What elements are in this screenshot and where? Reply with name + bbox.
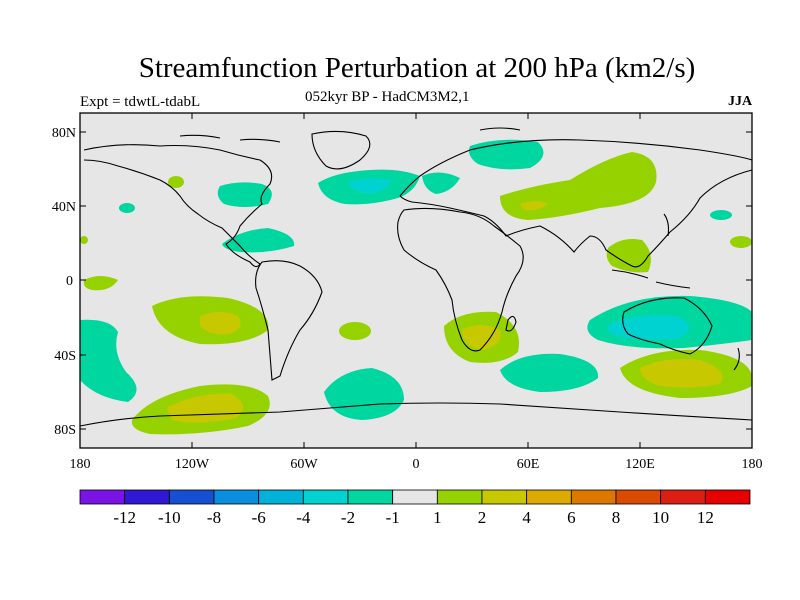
contour-region [469, 139, 544, 170]
lon-label: 120E [625, 457, 655, 472]
colorbar-label: -12 [113, 508, 136, 527]
colorbar-swatch [258, 489, 304, 505]
lon-label: 120W [175, 457, 210, 472]
contour-region [339, 322, 371, 340]
colorbar-swatch [436, 489, 483, 505]
contour-region [200, 312, 241, 335]
contour-region [348, 178, 392, 194]
colorbar-swatch [526, 489, 572, 505]
contour-region [710, 210, 732, 220]
colorbar-label: -8 [207, 508, 221, 527]
lon-ticks [191, 113, 641, 448]
colorbar-label: 4 [522, 508, 531, 527]
contour-region [168, 176, 184, 188]
lon-label: 0 [413, 457, 420, 472]
coastline [611, 269, 691, 289]
colorbar-label: -1 [386, 508, 400, 527]
colorbar-label: 10 [652, 508, 669, 527]
contour-region [422, 172, 460, 194]
colorbar-swatch [704, 489, 751, 505]
coastline [79, 402, 753, 427]
coastline [733, 347, 740, 371]
contour-region [119, 203, 135, 213]
colorbar-swatch [615, 489, 662, 505]
lat-label: 80N [52, 126, 76, 141]
colorbar-label: 6 [567, 508, 576, 527]
colorbar-swatch [570, 489, 617, 505]
colorbar-swatch [302, 489, 349, 505]
colorbar-swatch [481, 489, 528, 505]
lat-ticks [80, 131, 752, 430]
coastline [83, 144, 273, 268]
colorbar-swatch [392, 489, 438, 505]
lat-label: 0 [66, 274, 73, 289]
contour-region [520, 201, 548, 211]
colorbar-label: 12 [697, 508, 714, 527]
lon-label: 180 [70, 457, 91, 472]
lon-label: 60E [517, 457, 540, 472]
map-title: Streamfunction Perturbation at 200 hPa (… [138, 52, 696, 84]
colorbar-label: 8 [612, 508, 621, 527]
colorbar-swatch [213, 489, 260, 505]
coastline [622, 297, 713, 355]
coastline [663, 213, 670, 237]
colorbar-label: -6 [252, 508, 266, 527]
coastlines [79, 127, 753, 427]
contour-region [80, 236, 88, 244]
contour-region [83, 276, 118, 291]
coastline [311, 130, 371, 170]
contour-region [640, 359, 723, 388]
coastline [255, 260, 323, 381]
colorbar-label: -4 [296, 508, 311, 527]
contour-region [606, 239, 651, 273]
colorbar: -12 -10 -8 -6 -4 -2 -1 1 2 4 6 8 10 12 [79, 489, 751, 527]
colorbar-label: 1 [433, 508, 442, 527]
contour-region [80, 319, 137, 402]
lat-label: 40S [54, 349, 76, 364]
colorbar-label: -2 [341, 508, 355, 527]
contour-region [608, 315, 690, 340]
colorbar-swatch [347, 489, 394, 505]
contour-region [462, 325, 501, 350]
lat-label: 40N [52, 200, 76, 215]
colorbar-swatch [660, 489, 706, 505]
season-label: JJA [728, 94, 753, 109]
lat-label: 80S [54, 423, 76, 438]
colorbar-swatch [168, 489, 215, 505]
lon-label: 60W [290, 457, 318, 472]
contour-region [500, 353, 599, 392]
colorbar-swatch [79, 489, 126, 505]
coastline [505, 315, 517, 332]
map-subtitle: 052kyr BP - HadCM3M2,1 [305, 89, 470, 105]
colorbar-swatch [124, 489, 170, 505]
experiment-label: Expt = tdwtL-tdabL [80, 94, 201, 110]
coastline [179, 127, 521, 143]
lon-label: 180 [742, 457, 763, 472]
colorbar-label: 2 [478, 508, 487, 527]
contour-region [730, 236, 752, 248]
coastline [397, 207, 524, 352]
contour-region [217, 182, 272, 207]
colorbar-label: -10 [158, 508, 181, 527]
